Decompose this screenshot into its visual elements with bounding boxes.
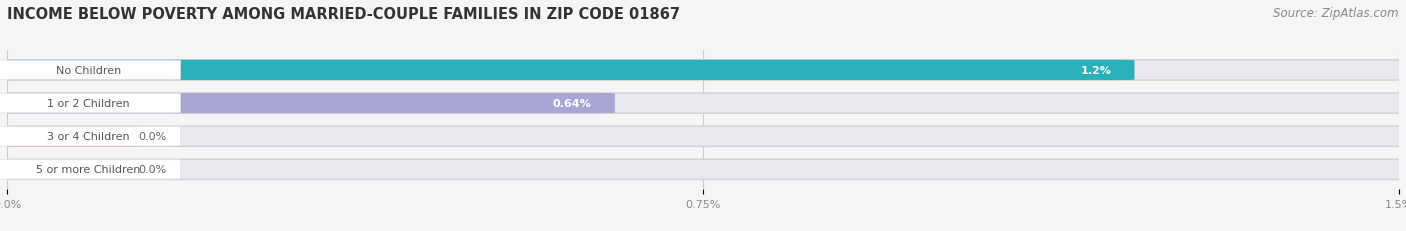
- Text: 1 or 2 Children: 1 or 2 Children: [46, 99, 129, 109]
- Text: 3 or 4 Children: 3 or 4 Children: [46, 132, 129, 142]
- Text: No Children: No Children: [56, 66, 121, 76]
- FancyBboxPatch shape: [0, 160, 180, 179]
- FancyBboxPatch shape: [0, 61, 180, 80]
- FancyBboxPatch shape: [0, 127, 143, 147]
- FancyBboxPatch shape: [0, 160, 1406, 180]
- FancyBboxPatch shape: [0, 94, 180, 113]
- FancyBboxPatch shape: [0, 160, 143, 180]
- Text: 5 or more Children: 5 or more Children: [37, 165, 141, 175]
- Text: INCOME BELOW POVERTY AMONG MARRIED-COUPLE FAMILIES IN ZIP CODE 01867: INCOME BELOW POVERTY AMONG MARRIED-COUPL…: [7, 7, 681, 22]
- Text: 1.2%: 1.2%: [1080, 66, 1111, 76]
- FancyBboxPatch shape: [0, 127, 180, 146]
- FancyBboxPatch shape: [0, 61, 1406, 81]
- FancyBboxPatch shape: [0, 61, 1135, 81]
- Text: 0.0%: 0.0%: [138, 132, 166, 142]
- Text: 0.64%: 0.64%: [553, 99, 592, 109]
- FancyBboxPatch shape: [0, 94, 614, 114]
- FancyBboxPatch shape: [0, 94, 1406, 114]
- Text: Source: ZipAtlas.com: Source: ZipAtlas.com: [1274, 7, 1399, 20]
- FancyBboxPatch shape: [0, 127, 1406, 147]
- Text: 0.0%: 0.0%: [138, 165, 166, 175]
